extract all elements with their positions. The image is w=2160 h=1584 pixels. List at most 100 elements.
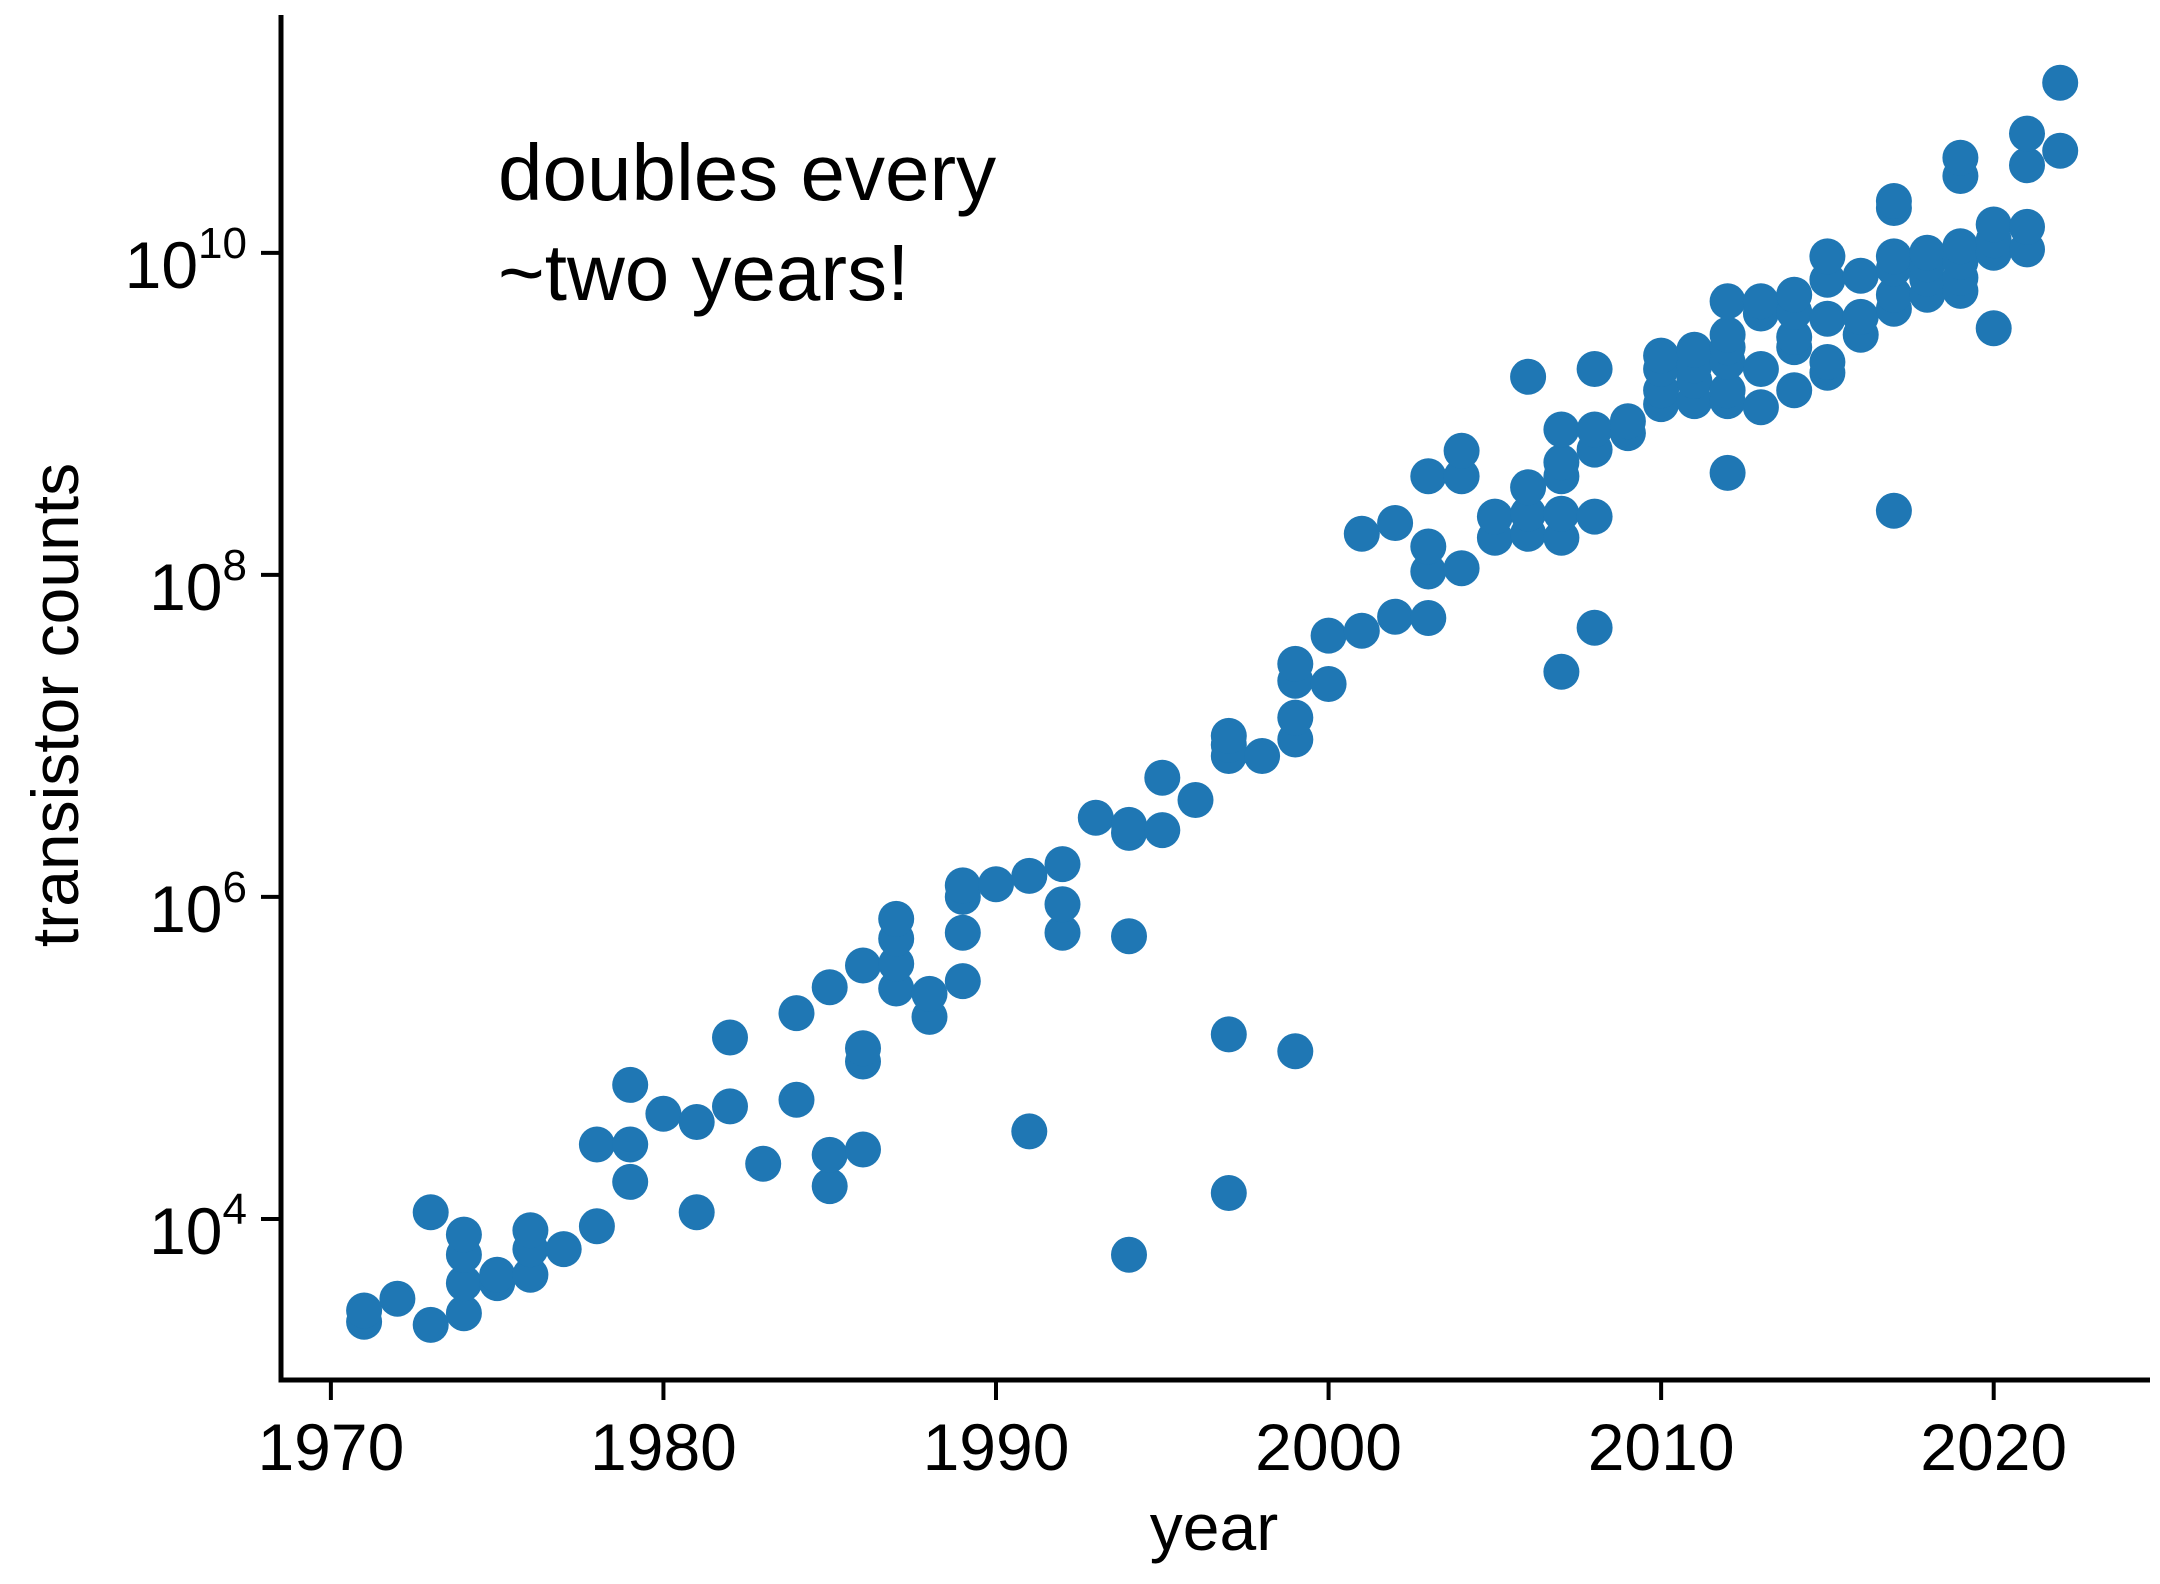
data-point bbox=[612, 1066, 649, 1103]
data-point bbox=[1510, 469, 1547, 506]
data-point bbox=[1576, 411, 1613, 448]
data-point bbox=[1410, 458, 1447, 495]
data-point bbox=[1277, 699, 1314, 736]
data-point bbox=[2009, 115, 2045, 152]
y-tick-label: 106 bbox=[149, 863, 247, 946]
data-point bbox=[1709, 454, 1746, 491]
data-point bbox=[944, 914, 981, 951]
data-point bbox=[845, 1131, 881, 1168]
data-point bbox=[1543, 411, 1580, 448]
data-point bbox=[1742, 351, 1779, 387]
data-point bbox=[1410, 528, 1447, 565]
data-point bbox=[1576, 351, 1613, 387]
data-point bbox=[445, 1216, 482, 1253]
data-point bbox=[778, 1081, 815, 1118]
data-point bbox=[445, 1265, 482, 1302]
data-point bbox=[612, 1126, 649, 1163]
data-point bbox=[1144, 812, 1181, 849]
data-point bbox=[1576, 609, 1613, 646]
data-point bbox=[1809, 344, 1846, 380]
data-point bbox=[379, 1280, 416, 1317]
data-point bbox=[1543, 495, 1580, 532]
data-point bbox=[878, 945, 915, 982]
data-point bbox=[745, 1145, 782, 1182]
data-point bbox=[1643, 337, 1680, 374]
data-point bbox=[1510, 495, 1547, 532]
data-point bbox=[2042, 64, 2079, 101]
data-point bbox=[1875, 183, 1912, 219]
data-point bbox=[1709, 372, 1746, 409]
data-point bbox=[1609, 403, 1646, 440]
data-point bbox=[1144, 759, 1181, 796]
data-point bbox=[1044, 886, 1081, 923]
data-point bbox=[2042, 132, 2079, 169]
data-point bbox=[578, 1126, 615, 1163]
data-point bbox=[2009, 208, 2045, 245]
data-point bbox=[944, 963, 981, 1000]
x-tick-label: 1990 bbox=[923, 1410, 1070, 1484]
data-point bbox=[479, 1256, 516, 1293]
data-point bbox=[1111, 918, 1147, 955]
data-point bbox=[445, 1295, 482, 1332]
data-point bbox=[1975, 310, 2012, 347]
data-point bbox=[1476, 498, 1513, 535]
data-point bbox=[1875, 492, 1912, 529]
data-point bbox=[1443, 550, 1480, 587]
data-point bbox=[1343, 612, 1380, 649]
data-point bbox=[1210, 717, 1247, 754]
x-tick-label: 2000 bbox=[1255, 1410, 1402, 1484]
data-point bbox=[1776, 276, 1813, 313]
y-tick-label: 1010 bbox=[125, 219, 247, 302]
data-point bbox=[811, 969, 848, 1006]
data-point bbox=[1842, 257, 1879, 294]
data-point bbox=[1709, 316, 1746, 353]
data-point bbox=[1044, 914, 1081, 951]
data-point bbox=[712, 1019, 748, 1056]
data-point bbox=[346, 1292, 383, 1329]
y-ticks: 104 106 108 1010 bbox=[125, 219, 281, 1268]
data-points bbox=[346, 64, 2079, 1343]
data-point bbox=[778, 995, 815, 1032]
data-point bbox=[1377, 598, 1414, 635]
axes bbox=[278, 15, 2150, 1383]
data-point bbox=[1343, 515, 1380, 552]
data-point bbox=[1210, 1016, 1247, 1053]
data-point bbox=[1111, 806, 1147, 843]
data-point bbox=[1875, 276, 1912, 313]
annotation-line-2: ~two years! bbox=[498, 228, 909, 317]
data-point bbox=[1210, 1175, 1247, 1211]
data-point bbox=[678, 1104, 715, 1140]
data-point bbox=[678, 1194, 715, 1231]
data-point bbox=[1975, 206, 2012, 243]
data-point bbox=[1044, 846, 1081, 883]
y-tick-label: 104 bbox=[149, 1185, 247, 1268]
data-point bbox=[878, 970, 915, 1007]
data-point bbox=[1942, 139, 1979, 176]
data-point bbox=[845, 947, 881, 984]
data-point bbox=[1909, 234, 1946, 271]
data-point bbox=[1277, 1033, 1314, 1070]
data-point bbox=[1177, 782, 1214, 818]
y-axis-label: transistor counts bbox=[18, 463, 92, 947]
data-point bbox=[645, 1095, 682, 1132]
data-point bbox=[412, 1306, 449, 1343]
y-tick-label: 108 bbox=[149, 541, 247, 624]
data-point bbox=[1709, 283, 1746, 320]
data-point bbox=[1011, 857, 1048, 894]
data-point bbox=[1410, 600, 1447, 636]
data-point bbox=[412, 1194, 449, 1231]
data-point bbox=[545, 1231, 582, 1268]
data-point bbox=[944, 867, 981, 904]
x-tick-label: 2010 bbox=[1588, 1410, 1735, 1484]
data-point bbox=[1377, 505, 1414, 541]
data-point bbox=[1277, 645, 1314, 682]
data-point bbox=[512, 1256, 549, 1293]
x-tick-label: 2020 bbox=[1920, 1410, 2067, 1484]
data-point bbox=[1776, 319, 1813, 355]
data-point bbox=[845, 1030, 881, 1067]
data-point bbox=[512, 1212, 549, 1249]
data-point bbox=[1410, 553, 1447, 590]
data-point bbox=[1809, 300, 1846, 337]
data-point bbox=[811, 1168, 848, 1205]
